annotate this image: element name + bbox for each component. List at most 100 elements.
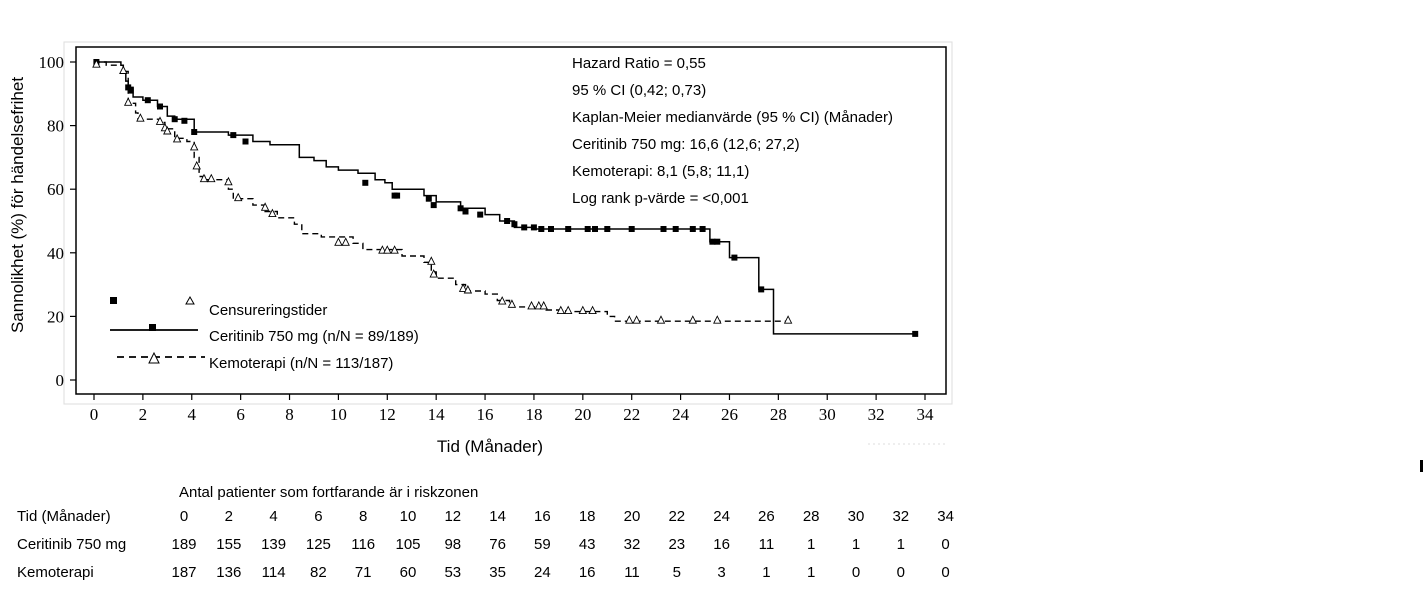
x-tick-label: 20 xyxy=(574,405,591,424)
risk-time-cell: 4 xyxy=(269,508,278,525)
plot-frame xyxy=(75,46,947,395)
censor-triangle xyxy=(119,65,128,74)
censor-triangle xyxy=(233,192,243,202)
censor-triangle xyxy=(260,202,270,211)
stats-annotations: Hazard Ratio = 0,55 95 % CI (0,42; 0,73)… xyxy=(572,55,893,207)
risk-count-cell: 98 xyxy=(444,536,462,553)
risk-count-cell: 82 xyxy=(310,564,327,581)
censor-triangle xyxy=(556,305,566,315)
risk-count-cell: 187 xyxy=(171,564,197,581)
censor-square xyxy=(191,129,198,135)
x-tick-label: 10 xyxy=(330,405,347,424)
censor-square xyxy=(689,226,696,232)
censor-square xyxy=(462,208,469,215)
risk-time-cell: 6 xyxy=(314,508,323,525)
risk-time-cell: 28 xyxy=(802,508,820,525)
x-tick-label: 12 xyxy=(379,405,396,424)
y-tick-label: 40 xyxy=(47,244,64,263)
censor-square xyxy=(912,330,919,337)
censor-triangle xyxy=(390,245,399,254)
censor-square xyxy=(604,226,611,232)
risk-time-cell: 18 xyxy=(578,508,596,525)
x-tick-label: 30 xyxy=(819,405,836,424)
x-tick-label: 34 xyxy=(917,405,935,424)
censor-square xyxy=(714,238,721,245)
censor-triangle xyxy=(507,299,517,308)
risk-count-cell: 3 xyxy=(717,564,726,581)
risk-time-cell: 22 xyxy=(668,508,686,525)
risk-time-cell: 8 xyxy=(359,508,368,525)
x-tick-label: 6 xyxy=(236,405,245,424)
censor-square xyxy=(672,226,679,232)
legend-censor-label: Censureringstider xyxy=(209,302,327,319)
censor-square xyxy=(628,226,635,232)
censor-triangle xyxy=(625,315,634,324)
x-tick-label: 16 xyxy=(477,405,494,424)
legend-censor-square-icon xyxy=(110,297,117,304)
censor-square xyxy=(181,117,188,124)
censor-triangle xyxy=(268,208,277,218)
survival-curves xyxy=(94,61,916,335)
risk-table-row-kemoterapi: Kemoterapi 187 136 114 82 71 60 53 35 24 16 11 5 3 1 1… xyxy=(0,564,960,584)
censor-triangle xyxy=(429,269,438,278)
risk-count-cell: 11 xyxy=(624,564,640,581)
legend-kemoterapi-label: Kemoterapi (n/N = 113/187) xyxy=(209,355,393,372)
risk-count-cell: 24 xyxy=(534,564,551,581)
curve-ceritinib-750-mg xyxy=(94,61,916,335)
censor-square xyxy=(430,202,437,209)
risk-count-cell: 1 xyxy=(807,536,816,553)
censor-square xyxy=(584,226,591,232)
risk-count-cell: 43 xyxy=(578,536,596,553)
y-tick-label: 100 xyxy=(39,53,65,72)
risk-count-cell: 76 xyxy=(489,536,506,553)
risk-count-cell: 0 xyxy=(941,536,950,553)
censor-triangle xyxy=(192,160,201,170)
censor-square xyxy=(538,226,545,232)
risk-count-cell: 125 xyxy=(305,536,331,553)
censor-square xyxy=(699,226,706,232)
annotation-kemoterapi-median: Kemoterapi: 8,1 (5,8; 11,1) xyxy=(572,163,749,180)
risk-count-cell: 1 xyxy=(896,536,905,553)
risk-time-cell: 14 xyxy=(489,508,506,525)
censor-triangle xyxy=(632,315,641,324)
annotation-hazard-ratio: Hazard Ratio = 0,55 xyxy=(572,55,706,72)
censor-triangle xyxy=(378,245,387,254)
censor-triangle xyxy=(383,245,392,254)
censor-triangle xyxy=(427,256,436,265)
risk-count-cell: 71 xyxy=(354,564,372,581)
risk-time-cell: 0 xyxy=(179,508,189,525)
legend-ceritinib-label: Ceritinib 750 mg (n/N = 89/189) xyxy=(209,328,419,345)
censor-triangle xyxy=(224,176,233,186)
annotation-ci: 95 % CI (0,42; 0,73) xyxy=(572,82,706,99)
censor-triangle xyxy=(578,305,588,315)
risk-time-cell: 2 xyxy=(224,508,233,525)
risk-count-cell: 5 xyxy=(672,564,681,581)
risk-time-cell: 24 xyxy=(713,508,730,525)
risk-time-cell: 30 xyxy=(847,508,865,525)
legend-kemoterapi-marker xyxy=(148,351,160,364)
censor-marks xyxy=(92,59,919,337)
censor-square xyxy=(394,192,401,199)
risk-count-cell: 105 xyxy=(395,536,421,553)
censor-square xyxy=(565,226,572,232)
censor-triangle xyxy=(713,315,722,324)
censor-triangle xyxy=(497,296,507,305)
censor-triangle xyxy=(207,173,216,183)
censor-triangle xyxy=(534,300,544,310)
x-tick-label: 8 xyxy=(285,405,294,424)
censor-triangle xyxy=(783,315,793,324)
risk-count-cell: 11 xyxy=(758,536,775,553)
censor-triangle xyxy=(341,237,350,246)
censor-square xyxy=(477,211,484,218)
censor-triangle xyxy=(334,237,343,246)
y-axis: 0 20 40 60 80 100 xyxy=(39,53,76,390)
annotation-km-median-header: Kaplan-Meier medianvärde (95 % CI) (Måna… xyxy=(572,109,893,126)
risk-count-cell: 1 xyxy=(762,564,771,581)
risk-count-cell: 1 xyxy=(807,564,816,581)
censor-square xyxy=(242,138,249,145)
censor-triangle xyxy=(656,315,666,324)
censor-triangle xyxy=(172,133,182,143)
censor-square xyxy=(731,254,738,261)
censor-triangle xyxy=(563,305,573,315)
risk-time-cell: 16 xyxy=(534,508,551,525)
